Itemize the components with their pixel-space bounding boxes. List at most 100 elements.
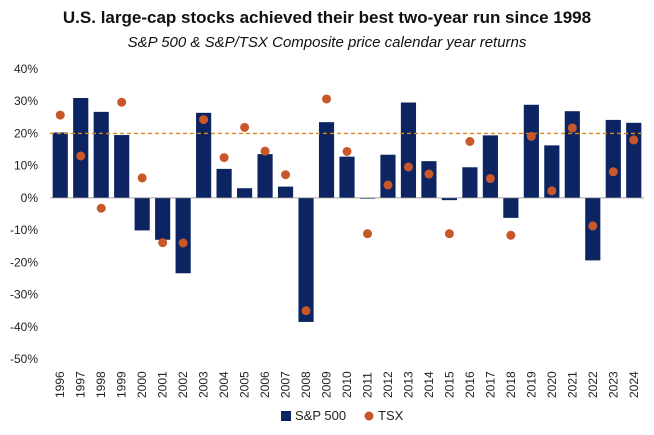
y-tick-label: 30% [14,94,38,108]
bar-sp500 [544,145,560,198]
bar-sp500 [298,197,314,322]
bar-sp500 [114,135,130,198]
dot-tsx [485,174,495,184]
x-tick-label: 2014 [422,371,436,398]
dot-tsx [178,238,188,248]
x-tick-label: 2010 [340,371,354,398]
x-tick-label: 2001 [156,371,170,398]
dot-tsx [117,97,127,107]
dot-tsx [76,151,86,161]
y-tick-label: -10% [10,223,38,237]
x-tick-label: 2004 [217,371,231,398]
x-tick-label: 2019 [524,371,538,398]
dot-tsx [629,135,639,145]
dot-tsx [526,131,536,141]
dot-tsx [608,167,618,177]
bar-sp500 [73,98,89,198]
bar-sp500 [155,197,171,240]
y-tick-label: 40% [14,62,38,76]
x-tick-label: 2024 [627,371,641,398]
y-tick-label: 0% [21,191,39,205]
x-tick-label: 2005 [238,371,252,398]
dot-tsx [547,186,557,196]
bar-sp500 [462,167,478,198]
chart-subtitle: S&P 500 & S&P/TSX Composite price calend… [127,34,527,51]
dot-tsx [158,238,168,248]
legend-swatch-tsx [364,411,374,421]
dot-tsx [465,137,475,146]
y-tick-label: -50% [10,352,38,366]
bar-sp500 [605,119,621,198]
dot-tsx [567,123,577,133]
x-tick-label: 2006 [258,371,272,398]
legend-swatch-sp500 [281,411,291,421]
dot-tsx [362,229,372,239]
bar-sp500 [93,111,109,198]
chart-title: U.S. large-cap stocks achieved their bes… [62,8,592,27]
dot-tsx [403,162,413,172]
dot-tsx [301,306,311,316]
bar-sp500 [380,154,396,198]
bar-sp500 [359,197,376,199]
dot-tsx [96,203,106,213]
x-tick-label: 2018 [504,371,518,398]
dot-tsx [424,169,434,179]
legend-label-tsx: TSX [378,408,404,423]
bar-sp500 [257,154,273,198]
bar-sp500 [134,197,150,231]
dot-tsx [219,153,229,163]
dot-tsx [588,221,598,231]
dot-tsx [281,170,291,180]
bar-sp500 [318,122,335,198]
dot-tsx [506,230,516,240]
bar-sp500 [523,104,539,198]
x-tick-label: 1998 [94,371,108,398]
x-tick-label: 2017 [483,371,497,398]
bar-sp500 [196,112,212,198]
legend: S&P 500 TSX [281,408,404,423]
bar-sp500 [421,161,437,198]
x-tick-label: 1999 [115,371,129,398]
dot-tsx [342,146,352,156]
y-tick-label: -30% [10,288,38,302]
x-tick-label: 2015 [442,371,456,398]
y-tick-label: 10% [14,159,38,173]
x-tick-label: 2016 [463,371,477,398]
dot-tsx [137,173,147,183]
x-tick-label: 2009 [320,371,334,398]
bar-sp500 [503,197,519,218]
legend-label-sp500: S&P 500 [295,408,346,423]
x-tick-label: 2000 [135,371,149,398]
x-tick-label: 2008 [299,371,313,398]
dot-tsx [444,229,454,239]
x-tick-label: 1996 [53,371,67,398]
x-tick-label: 2022 [586,371,600,398]
dot-tsx [199,115,209,125]
bar-sp500 [237,188,253,198]
bar-sp500 [482,135,498,198]
x-tick-label: 2023 [606,371,620,398]
x-tick-label: 2020 [545,371,559,398]
bar-sp500 [277,186,294,198]
x-tick-label: 2002 [176,371,190,398]
bar-sp500 [175,197,191,274]
x-tick-label: 2012 [381,371,395,398]
bar-sp500 [339,156,355,198]
x-tick-label: 2007 [279,371,293,398]
x-tick-label: 2011 [360,372,374,398]
x-tick-label: 2013 [401,371,415,398]
y-tick-label: -40% [10,320,38,334]
bar-sp500 [216,168,232,198]
dot-tsx [322,94,332,104]
bar-sp500 [441,197,457,201]
y-tick-label: 20% [14,126,38,140]
dot-tsx [383,180,393,190]
x-tick-label: 2021 [565,371,579,398]
dot-tsx [240,122,250,132]
dot-tsx [260,146,270,156]
bar-sp500 [400,102,417,198]
x-tick-label: 1997 [74,371,88,398]
x-tick-label: 2003 [197,371,211,398]
dot-tsx [55,110,65,120]
